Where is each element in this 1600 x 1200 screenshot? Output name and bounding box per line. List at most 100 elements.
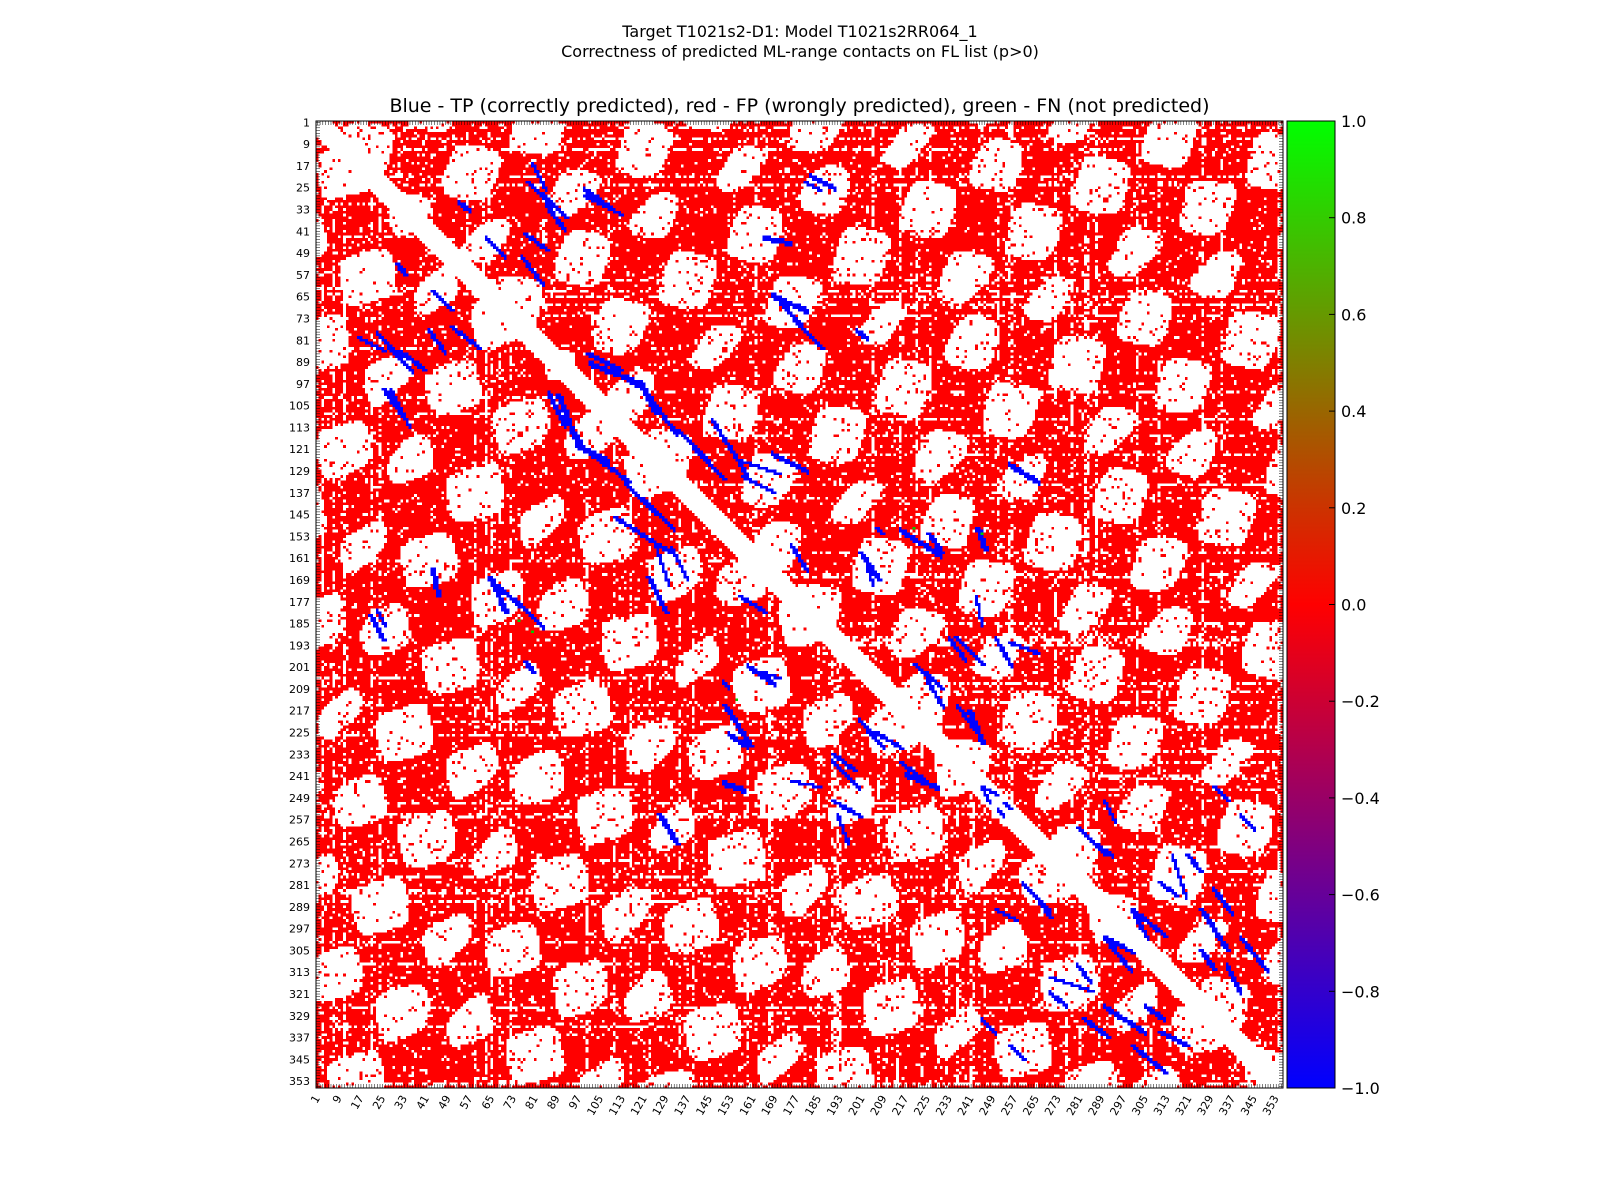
y-tick-label: 89: [296, 356, 310, 369]
y-tick-label: 345: [289, 1053, 310, 1066]
y-tick-label: 313: [289, 966, 310, 979]
x-tick-label: 249: [977, 1093, 999, 1118]
y-tick-label: 1: [303, 116, 310, 129]
x-tick-label: 129: [650, 1093, 672, 1118]
x-tick-label: 113: [606, 1093, 628, 1118]
colorbar-tick-label: −0.6: [1341, 886, 1380, 905]
y-tick-label: 185: [289, 618, 310, 631]
colorbar-ticks: 1.0 0.8 0.6 0.4 0.2 0.0 −0.2 −0.4 −0.6 −0.8 −1.0: [1329, 112, 1380, 1098]
x-tick-label: 25: [370, 1093, 388, 1112]
y-tick-label: 289: [289, 901, 310, 914]
plot-frame: [315, 120, 1284, 1089]
x-tick-label: 105: [584, 1093, 606, 1118]
x-tick-label: 73: [501, 1093, 519, 1112]
y-tick-label: 241: [289, 770, 310, 783]
x-tick-label: 273: [1042, 1093, 1064, 1118]
colorbar-tick-label: 0.6: [1341, 305, 1366, 324]
x-tick-label: 17: [348, 1093, 366, 1112]
y-tick-label: 265: [289, 835, 310, 848]
x-tick-label: 89: [544, 1093, 562, 1112]
x-tick-label: 201: [846, 1093, 868, 1118]
x-tick-label: 193: [824, 1093, 846, 1118]
y-tick-label: 217: [289, 705, 310, 718]
x-tick-label: 33: [392, 1093, 410, 1112]
x-tick-label: 265: [1020, 1093, 1042, 1118]
y-tick-label: 249: [289, 792, 310, 805]
colorbar-tick-label: 1.0: [1341, 112, 1366, 131]
y-tick-label: 65: [296, 291, 310, 304]
x-tick-label: 337: [1216, 1093, 1238, 1118]
colorbar-tick-label: −0.4: [1341, 789, 1380, 808]
y-tick-label: 281: [289, 879, 310, 892]
x-tick-label: 57: [457, 1093, 475, 1112]
x-tick-label: 161: [737, 1093, 759, 1118]
y-tick-label: 321: [289, 988, 310, 1001]
y-tick-label: 153: [289, 530, 310, 543]
colorbar-tick-label: 0.4: [1341, 402, 1366, 421]
y-tick-label: 169: [289, 574, 310, 587]
y-tick-label: 129: [289, 465, 310, 478]
y-tick-label: 49: [296, 247, 310, 260]
y-tick-label: 209: [289, 683, 310, 696]
x-tick-label: 145: [693, 1093, 715, 1118]
y-tick-label: 73: [296, 312, 310, 325]
x-tick-label: 297: [1107, 1093, 1129, 1118]
x-tick-label: 225: [911, 1093, 933, 1118]
x-tick-label: 153: [715, 1093, 737, 1118]
x-tick-label: 353: [1260, 1093, 1282, 1118]
x-tick-label: 81: [523, 1093, 541, 1112]
y-tick-label: 225: [289, 727, 310, 740]
x-tick-label: 345: [1238, 1093, 1260, 1118]
y-tick-label: 33: [296, 204, 310, 217]
x-tick-label: 305: [1129, 1093, 1151, 1118]
y-tick-label: 121: [289, 443, 310, 456]
colorbar-tick-label: −0.2: [1341, 692, 1380, 711]
y-tick-label: 161: [289, 552, 310, 565]
y-tick-label: 137: [289, 487, 310, 500]
plot-title: Blue - TP (correctly predicted), red - F…: [389, 95, 1210, 117]
y-tick-label: 297: [289, 923, 310, 936]
y-tick-label: 193: [289, 639, 310, 652]
y-tick-label: 305: [289, 944, 310, 957]
y-tick-label: 97: [296, 378, 310, 391]
x-tick-label: 289: [1086, 1093, 1108, 1118]
y-tick-label: 57: [296, 269, 310, 282]
y-tick-label: 17: [296, 160, 310, 173]
y-tick-label: 81: [296, 334, 310, 347]
colorbar: [1286, 120, 1336, 1089]
x-tick-label: 209: [868, 1093, 890, 1118]
x-tick-label: 241: [955, 1093, 977, 1118]
heatmap-image: [316, 121, 1283, 1088]
x-tick-label: 121: [628, 1093, 650, 1118]
y-tick-label: 41: [296, 225, 310, 238]
colorbar-tick-label: 0.2: [1341, 499, 1366, 518]
x-tick-label: 257: [999, 1093, 1021, 1118]
x-tick-label: 321: [1173, 1093, 1195, 1118]
colorbar-tick-label: −0.8: [1341, 982, 1380, 1001]
x-tick-label: 313: [1151, 1093, 1173, 1118]
x-tick-label: 217: [890, 1093, 912, 1118]
figure-title-line-1: Target T1021s2-D1: Model T1021s2RR064_1: [622, 22, 978, 41]
y-tick-label: 353: [289, 1075, 310, 1088]
y-tick-label: 273: [289, 857, 310, 870]
x-tick-label: 169: [759, 1093, 781, 1118]
x-tick-label: 281: [1064, 1093, 1086, 1118]
y-tick-label: 201: [289, 661, 310, 674]
x-tick-label: 97: [566, 1093, 584, 1112]
x-tick-label: 41: [414, 1093, 432, 1112]
x-tick-label: 49: [435, 1093, 453, 1112]
colorbar-tick-label: 0.0: [1341, 596, 1366, 615]
x-tick-label: 9: [330, 1093, 345, 1106]
y-tick-label: 337: [289, 1032, 310, 1045]
y-tick-label: 329: [289, 1010, 310, 1023]
y-tick-label: 177: [289, 596, 310, 609]
x-tick-label: 177: [781, 1093, 803, 1118]
colorbar-tick-label: −1.0: [1341, 1079, 1380, 1098]
y-tick-label: 233: [289, 748, 310, 761]
y-tick-label: 257: [289, 814, 310, 827]
x-tick-label: 329: [1195, 1093, 1217, 1118]
figure-title-line-2: Correctness of predicted ML-range contac…: [561, 42, 1039, 61]
x-tick-label: 65: [479, 1093, 497, 1112]
y-tick-label: 145: [289, 509, 310, 522]
